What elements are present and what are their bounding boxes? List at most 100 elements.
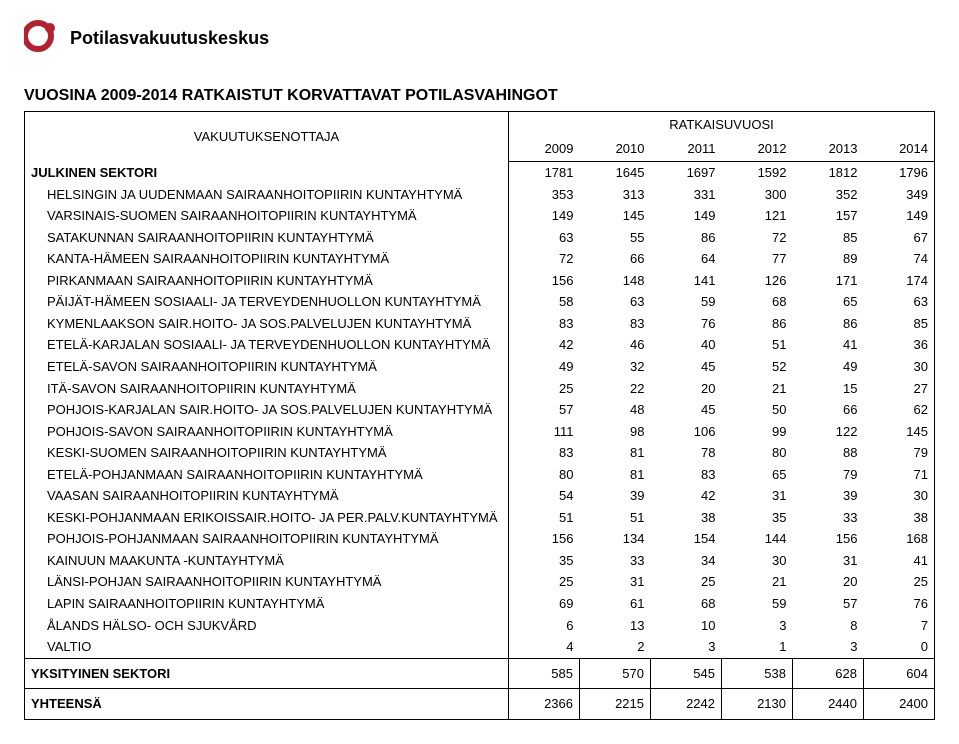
table-cell: 2130: [722, 689, 793, 720]
table-cell: 121: [722, 205, 793, 227]
table-cell: 83: [509, 442, 580, 464]
table-cell: 81: [580, 442, 651, 464]
table-cell: 149: [509, 205, 580, 227]
sector-row: JULKINEN SEKTORI 17811645169715921812179…: [25, 162, 935, 184]
table-cell: 25: [864, 571, 935, 593]
row-label: LÄNSI-POHJAN SAIRAANHOITOPIIRIN KUNTAYHT…: [25, 571, 509, 593]
table-cell: 32: [580, 356, 651, 378]
table-cell: 2366: [509, 689, 580, 720]
table-cell: 30: [722, 550, 793, 572]
table-cell: 86: [651, 227, 722, 249]
table-cell: 31: [722, 485, 793, 507]
table-cell: 604: [864, 658, 935, 689]
table-cell: 78: [651, 442, 722, 464]
table-cell: 99: [722, 421, 793, 443]
table-cell: 85: [864, 313, 935, 335]
table-cell: 156: [509, 528, 580, 550]
table-cell: 49: [793, 356, 864, 378]
table-cell: 72: [509, 248, 580, 270]
table-cell: 21: [722, 378, 793, 400]
table-cell: 69: [509, 593, 580, 615]
brand-header: Potilasvakuutuskeskus: [24, 18, 935, 59]
table-cell: 352: [793, 184, 864, 206]
table-cell: 45: [651, 356, 722, 378]
table-row: VALTIO 423130: [25, 636, 935, 658]
table-row: ETELÄ-POHJANMAAN SAIRAANHOITOPIIRIN KUNT…: [25, 464, 935, 486]
table-cell: 41: [793, 334, 864, 356]
table-cell: 35: [509, 550, 580, 572]
table-cell: 39: [580, 485, 651, 507]
table-cell: 50: [722, 399, 793, 421]
table-cell: 52: [722, 356, 793, 378]
table-row: VAASAN SAIRAANHOITOPIIRIN KUNTAYHTYMÄ 54…: [25, 485, 935, 507]
table-cell: 313: [580, 184, 651, 206]
table-cell: 157: [793, 205, 864, 227]
table-cell: 63: [580, 291, 651, 313]
row-label: ÅLANDS HÄLSO- OCH SJUKVÅRD: [25, 615, 509, 637]
table-cell: 331: [651, 184, 722, 206]
table-cell: 42: [509, 334, 580, 356]
table-cell: 67: [864, 227, 935, 249]
year-col-2: 2011: [651, 138, 722, 162]
table-cell: 38: [864, 507, 935, 529]
table-cell: 59: [722, 593, 793, 615]
table-cell: 54: [509, 485, 580, 507]
table-cell: 141: [651, 270, 722, 292]
table-cell: 174: [864, 270, 935, 292]
table-cell: 71: [864, 464, 935, 486]
table-cell: 148: [580, 270, 651, 292]
table-cell: 3: [722, 615, 793, 637]
policyholder-header: VAKUUTUKSENOTTAJA: [25, 112, 509, 162]
table-cell: 570: [580, 658, 651, 689]
table-cell: 545: [651, 658, 722, 689]
table-cell: 8: [793, 615, 864, 637]
table-cell: 39: [793, 485, 864, 507]
table-cell: 38: [651, 507, 722, 529]
table-cell: 89: [793, 248, 864, 270]
table-cell: 6: [509, 615, 580, 637]
table-cell: 59: [651, 291, 722, 313]
table-cell: 3: [793, 636, 864, 658]
table-cell: 31: [793, 550, 864, 572]
table-cell: 86: [722, 313, 793, 335]
grand-total-row: YHTEENSÄ 236622152242213024402400: [25, 689, 935, 720]
table-cell: 111: [509, 421, 580, 443]
row-label: LAPIN SAIRAANHOITOPIIRIN KUNTAYHTYMÄ: [25, 593, 509, 615]
table-cell: 1: [722, 636, 793, 658]
table-cell: 145: [864, 421, 935, 443]
table-cell: 156: [793, 528, 864, 550]
table-cell: 51: [580, 507, 651, 529]
table-cell: 1645: [580, 162, 651, 184]
table-cell: 145: [580, 205, 651, 227]
table-cell: 62: [864, 399, 935, 421]
table-row: ETELÄ-SAVON SAIRAANHOITOPIIRIN KUNTAYHTY…: [25, 356, 935, 378]
table-cell: 85: [793, 227, 864, 249]
table-row: VARSINAIS-SUOMEN SAIRAANHOITOPIIRIN KUNT…: [25, 205, 935, 227]
table-cell: 72: [722, 227, 793, 249]
table-cell: 63: [864, 291, 935, 313]
table-cell: 2400: [864, 689, 935, 720]
table-cell: 98: [580, 421, 651, 443]
table-cell: 25: [651, 571, 722, 593]
table-cell: 2440: [793, 689, 864, 720]
table-cell: 585: [509, 658, 580, 689]
row-label: KESKI-POHJANMAAN ERIKOISSAIR.HOITO- JA P…: [25, 507, 509, 529]
table-cell: 134: [580, 528, 651, 550]
table-cell: 20: [651, 378, 722, 400]
table-cell: 45: [651, 399, 722, 421]
table-cell: 83: [651, 464, 722, 486]
table-cell: 76: [651, 313, 722, 335]
row-label: VAASAN SAIRAANHOITOPIIRIN KUNTAYHTYMÄ: [25, 485, 509, 507]
table-cell: 33: [793, 507, 864, 529]
table-cell: 65: [793, 291, 864, 313]
row-label: KESKI-SUOMEN SAIRAANHOITOPIIRIN KUNTAYHT…: [25, 442, 509, 464]
table-cell: 80: [722, 442, 793, 464]
table-cell: 35: [722, 507, 793, 529]
table-cell: 55: [580, 227, 651, 249]
row-label: PÄIJÄT-HÄMEEN SOSIAALI- JA TERVEYDENHUOL…: [25, 291, 509, 313]
table-cell: 353: [509, 184, 580, 206]
table-cell: 27: [864, 378, 935, 400]
brand-name: Potilasvakuutuskeskus: [70, 28, 269, 49]
row-label: KAINUUN MAAKUNTA -KUNTAYHTYMÄ: [25, 550, 509, 572]
table-row: KYMENLAAKSON SAIR.HOITO- JA SOS.PALVELUJ…: [25, 313, 935, 335]
